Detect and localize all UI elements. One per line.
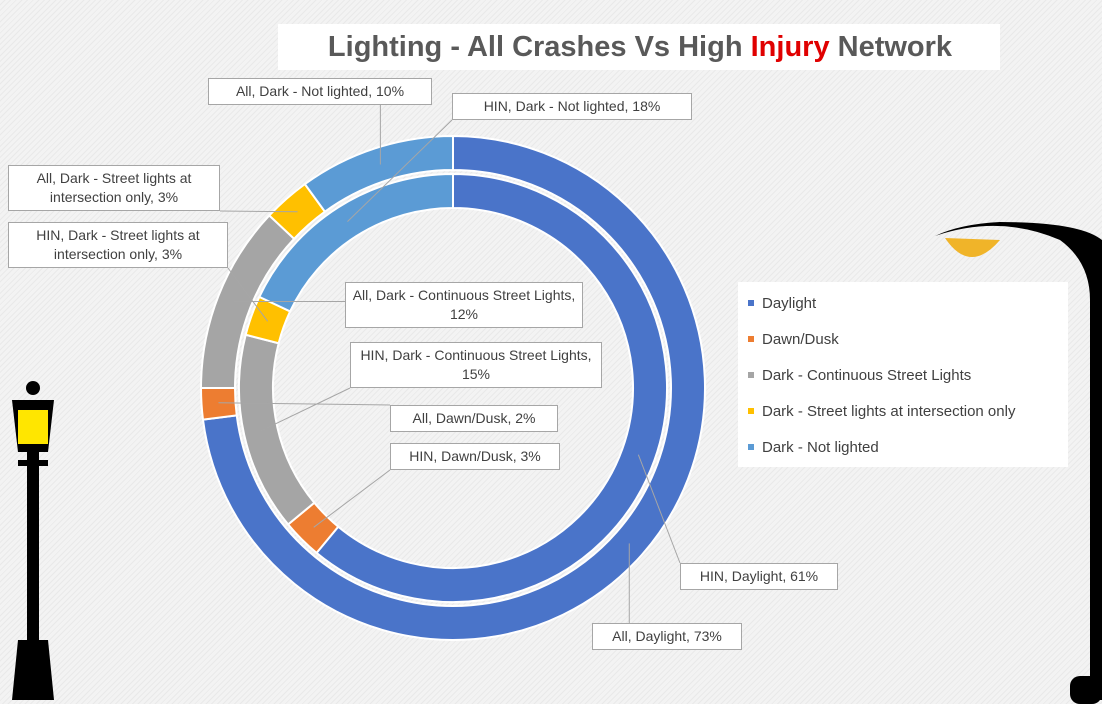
lamp-left (12, 381, 54, 700)
legend-label: Daylight (762, 294, 817, 312)
data-label: HIN, Dark - Continuous Street Lights, 15… (350, 342, 602, 388)
ring-segment (201, 134, 706, 641)
leader-line (260, 387, 351, 432)
data-label: All, Daylight, 73% (592, 623, 742, 650)
legend-swatch (748, 336, 754, 342)
chart-title: Lighting - All Crashes Vs High Injury Ne… (328, 31, 953, 63)
legend-entry: Dark - Not lighted (738, 429, 1068, 465)
leader-line (227, 267, 269, 322)
legend-entry: Dawn/Dusk (738, 321, 1068, 357)
legend: Daylight Dawn/Dusk Dark - Continuous Stree… (738, 282, 1068, 467)
leader-line (347, 119, 453, 223)
title-box (278, 24, 1000, 70)
leader-line (637, 454, 681, 564)
data-label: HIN, Daylight, 61% (680, 563, 838, 590)
legend-swatch (748, 408, 754, 414)
data-label: HIN, Dark - Street lights at intersectio… (8, 222, 228, 268)
ring-segment (258, 172, 454, 313)
legend-label: Dark - Continuous Street Lights (762, 366, 972, 384)
legend-label: Dark - Street lights at intersection onl… (762, 402, 1016, 420)
data-label: All, Dark - Continuous Street Lights, 12… (345, 282, 583, 328)
lamp-right (935, 222, 1102, 704)
legend-entry: Dark - Street lights at intersection onl… (738, 393, 1068, 429)
data-label: HIN, Dark - Not lighted, 18% (452, 93, 692, 120)
legend-swatch (748, 372, 754, 378)
legend-entry: Daylight (738, 285, 1068, 321)
legend-swatch (748, 300, 754, 306)
legend-swatch (748, 444, 754, 450)
data-label: All, Dark - Not lighted, 10% (208, 78, 432, 105)
leader-line (313, 469, 391, 528)
data-label: All, Dark - Street lights at intersectio… (8, 165, 220, 211)
data-label: All, Dawn/Dusk, 2% (390, 405, 558, 432)
leader-line (219, 210, 298, 213)
legend-entry: Dark - Continuous Street Lights (738, 357, 1068, 393)
legend-label: Dawn/Dusk (762, 330, 839, 348)
legend-label: Dark - Not lighted (762, 438, 879, 456)
ring-segment (315, 172, 668, 603)
ring-segment (199, 387, 238, 421)
data-label: HIN, Dawn/Dusk, 3% (390, 443, 560, 470)
leader-line (218, 402, 391, 406)
